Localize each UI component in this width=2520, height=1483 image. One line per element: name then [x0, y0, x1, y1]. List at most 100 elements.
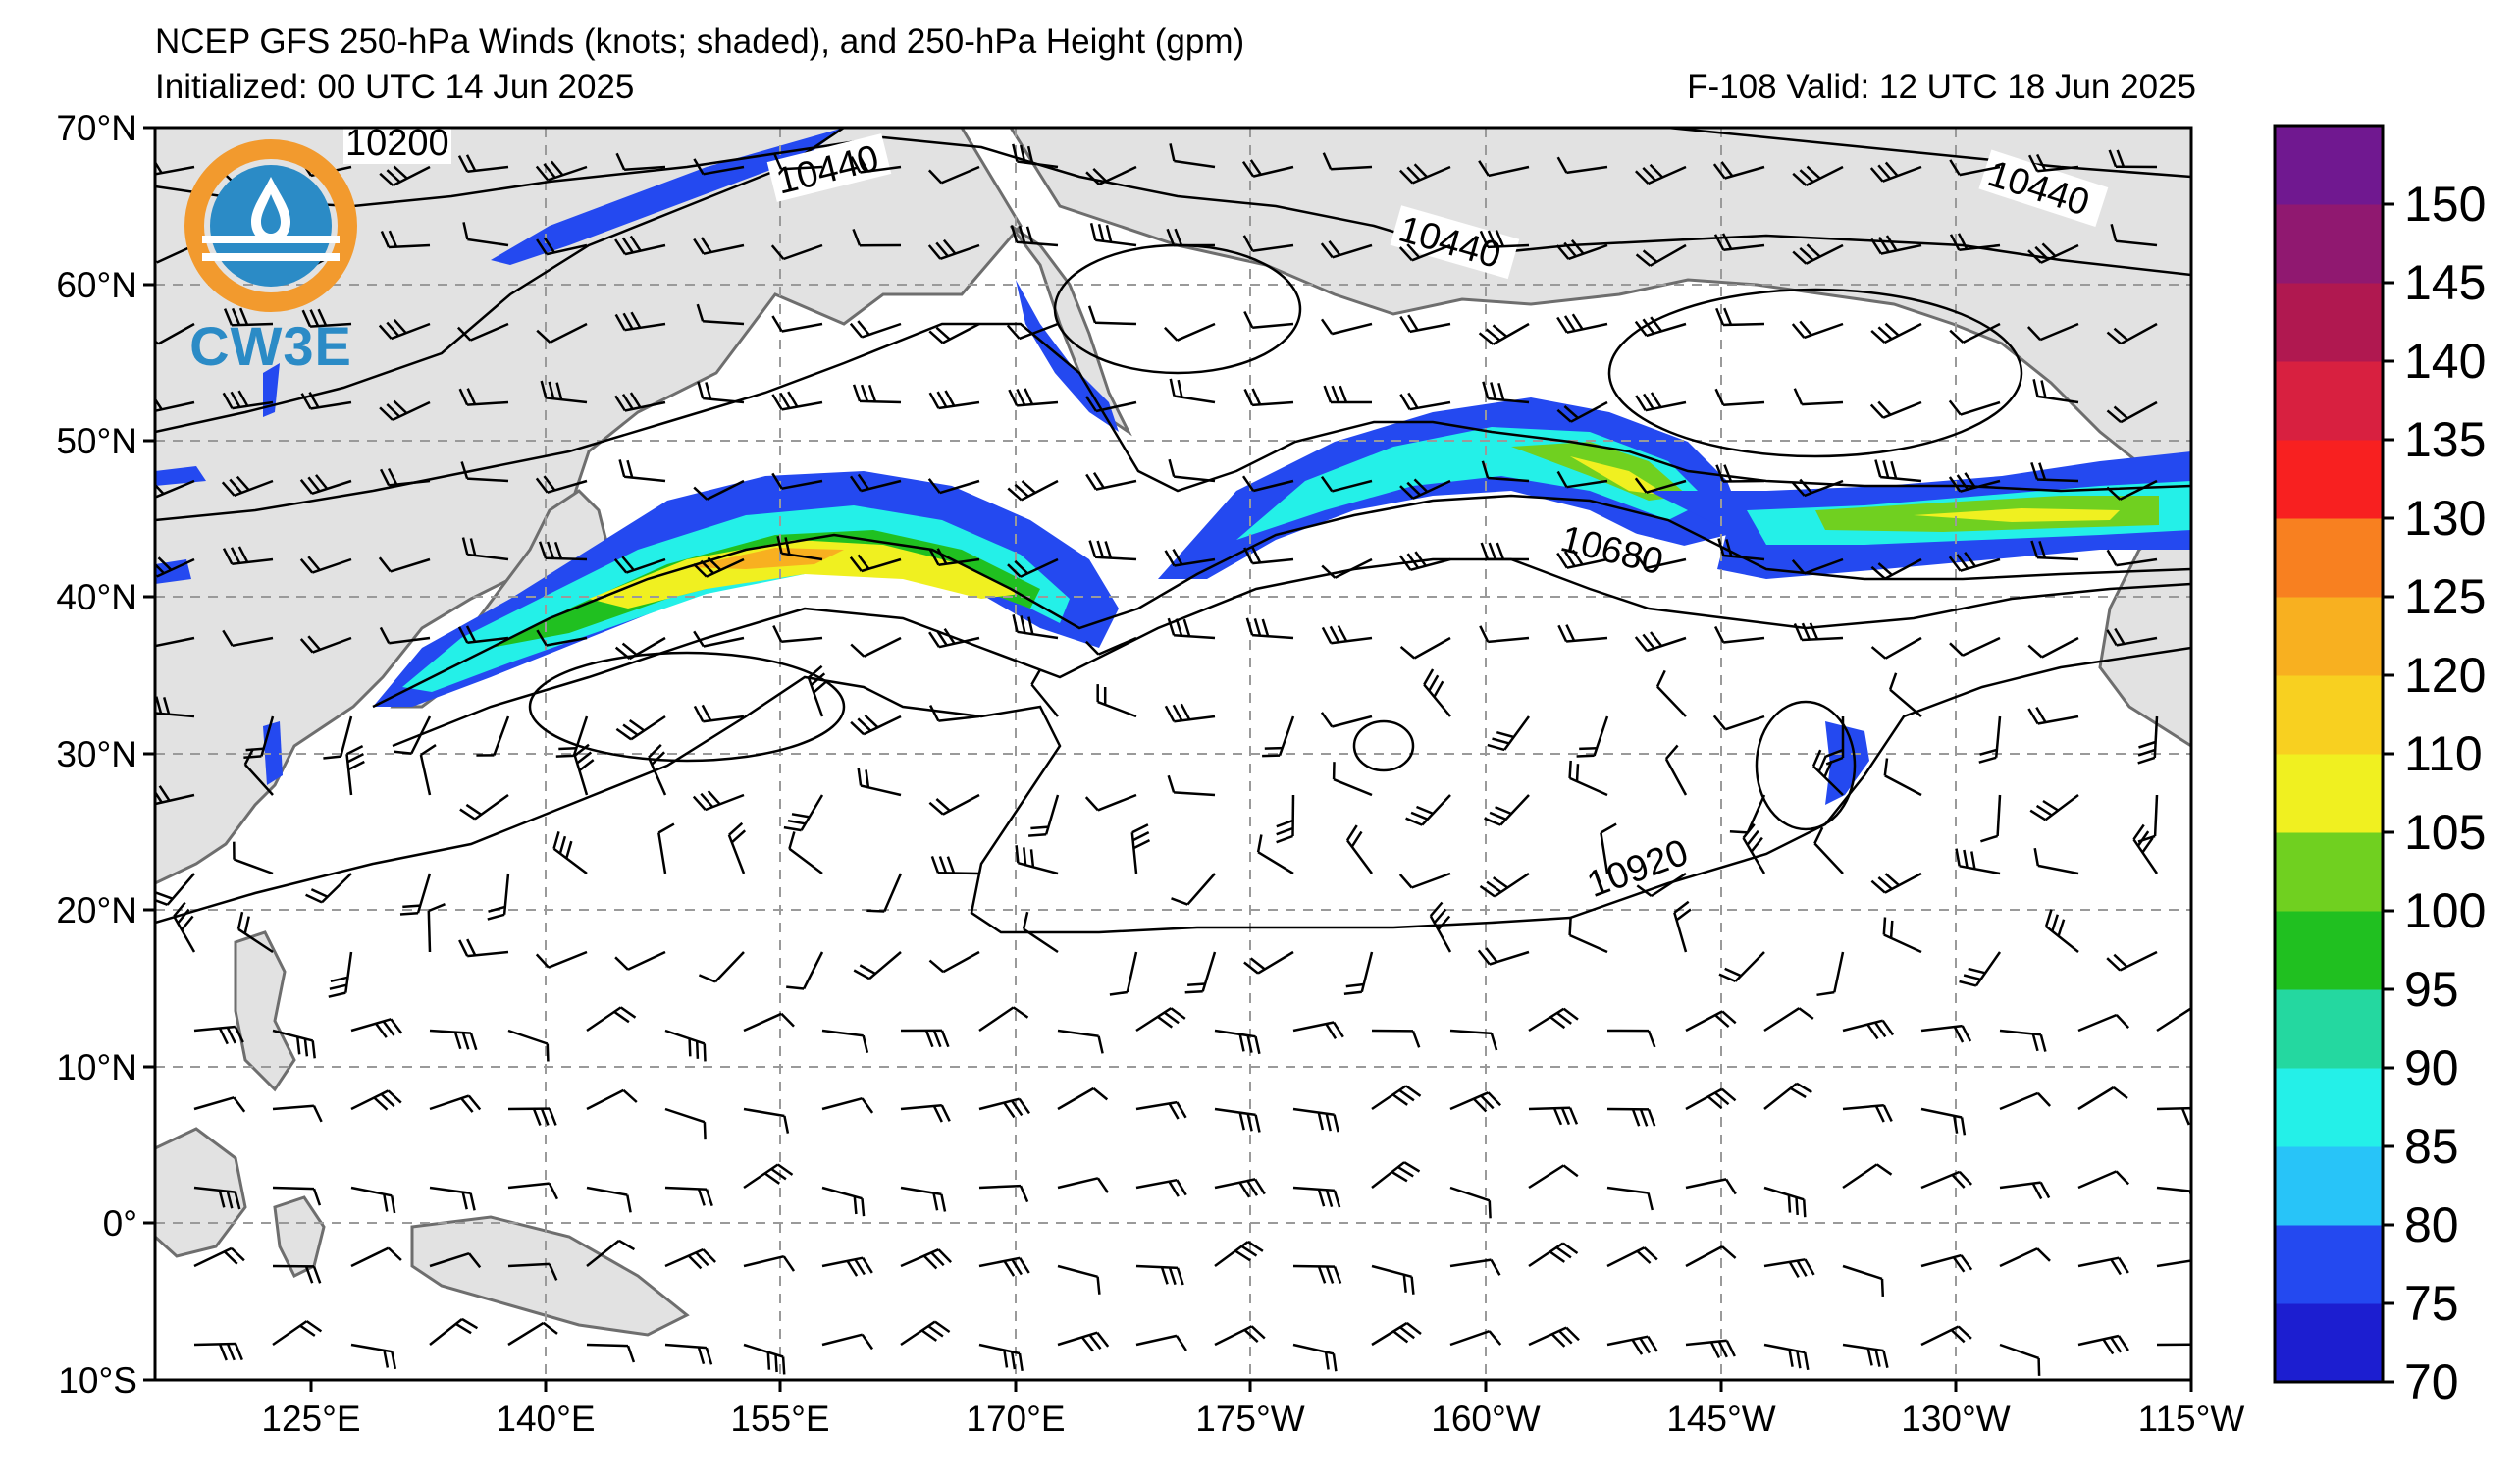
wind-barb [772, 152, 823, 171]
x-tick-label: 130°W [1901, 1399, 2011, 1439]
contour-jet-north [155, 322, 2191, 522]
wind-barb [586, 1186, 632, 1213]
wind-barb [1214, 1178, 1266, 1198]
wind-barb [853, 951, 902, 980]
y-tick-label: 70°N [56, 108, 137, 148]
wind-barb [350, 1246, 402, 1268]
wind-barb [664, 1186, 713, 1207]
wind-barb [1791, 557, 1844, 575]
wind-barb [2030, 540, 2079, 561]
wind-barb [698, 951, 745, 983]
colorbar-segment [2275, 126, 2383, 205]
wind-barb [850, 714, 902, 736]
wind-barb [328, 951, 353, 998]
wind-barb [1399, 314, 1451, 334]
wind-barb [2077, 1013, 2130, 1033]
wind-barb [1685, 1087, 1737, 1111]
wind-barb [1256, 834, 1294, 875]
wind-barb [1606, 1029, 1656, 1048]
wind-barb [272, 1104, 323, 1123]
wind-barb [507, 1107, 557, 1126]
wind-barb [1478, 160, 1530, 178]
wind-barb [1164, 548, 1216, 567]
colorbar-label: 130 [2404, 491, 2486, 546]
wind-barb [1842, 1264, 1885, 1297]
wind-barb [1057, 1177, 1110, 1193]
wind-barb [1556, 549, 1608, 569]
wind-barb [930, 855, 980, 875]
wind-barb [1655, 669, 1687, 717]
wind-barb [788, 831, 823, 874]
wind-barb [1371, 1264, 1415, 1295]
x-tick-label: 170°E [966, 1399, 1065, 1439]
wind-barb [1371, 1161, 1421, 1189]
wind-barb [866, 873, 903, 913]
wind-barb [507, 1182, 559, 1200]
wind-barb [1948, 472, 2001, 493]
wind-barb [350, 1089, 402, 1111]
wind-barb [272, 1186, 322, 1206]
jet-core-west-orange [687, 548, 844, 569]
wind-barb [1343, 951, 1374, 996]
wind-barb [1130, 823, 1151, 874]
wind-barb [1712, 161, 1765, 180]
wind-barb [1007, 557, 1059, 578]
wind-barb [323, 715, 353, 760]
wind-barb [1870, 322, 1922, 344]
wind-barb [614, 311, 666, 332]
colorbar-segment [2275, 597, 2383, 676]
grid-lines [155, 128, 2191, 1380]
wind-barb [1399, 163, 1451, 185]
wind-barb [345, 744, 365, 796]
wind-barb [615, 715, 666, 741]
wind-barb [928, 322, 980, 344]
wind-barb [507, 1029, 550, 1062]
wind-barb [1262, 715, 1295, 758]
wind-barb [1135, 1264, 1184, 1286]
wind-barb [1999, 1029, 2047, 1052]
contour-high-central [1352, 719, 1415, 772]
wind-barb [1085, 472, 1137, 491]
wind-barb [1484, 794, 1530, 826]
colorbar-label: 120 [2404, 648, 2486, 703]
wind-barb [2106, 479, 2158, 501]
wind-barb [1015, 845, 1059, 875]
wind-barb [1010, 225, 1059, 247]
wind-barb [1320, 712, 1373, 728]
x-tick-label: 140°E [496, 1399, 595, 1439]
wind-barb [1135, 1334, 1187, 1351]
wind-barb [2077, 1086, 2128, 1111]
wind-barb [1816, 951, 1845, 997]
wind-barb [1321, 557, 1373, 579]
wind-barb [978, 1184, 1029, 1203]
contour-high-west [528, 651, 846, 763]
logo-text: CW3E [189, 315, 352, 377]
wind-barb [350, 1018, 403, 1038]
wind-barb [1870, 636, 1922, 660]
wind-barb [1685, 1010, 1737, 1033]
x-tick-label: 115°W [2138, 1399, 2245, 1439]
wind-barb [614, 235, 666, 256]
wind-barb [419, 744, 437, 796]
wind-barb [900, 1320, 951, 1347]
wind-barb [155, 479, 195, 499]
wind-barb [1171, 873, 1216, 906]
wind-barb [573, 743, 595, 796]
wind-barb [1606, 1107, 1656, 1127]
wind-barb [1634, 316, 1687, 338]
y-axis: 70°N 60°N 50°N 40°N 30°N 20°N 10°N 0° 10… [56, 108, 155, 1401]
wind-barb [664, 1029, 707, 1062]
wind-barb [786, 951, 824, 990]
wind-barb [1482, 381, 1530, 404]
wind-barb [1635, 553, 1687, 570]
wind-barb [1717, 538, 1765, 561]
wind-barb [927, 478, 980, 495]
wind-barb [664, 1247, 716, 1270]
wind-barb [1371, 1321, 1422, 1347]
wind-barb [1813, 826, 1844, 874]
wind-barb [900, 1186, 947, 1212]
wind-barb [1920, 1024, 1972, 1043]
wind-barb [1635, 392, 1687, 412]
wind-barb [614, 950, 666, 971]
wind-barb [693, 704, 745, 723]
